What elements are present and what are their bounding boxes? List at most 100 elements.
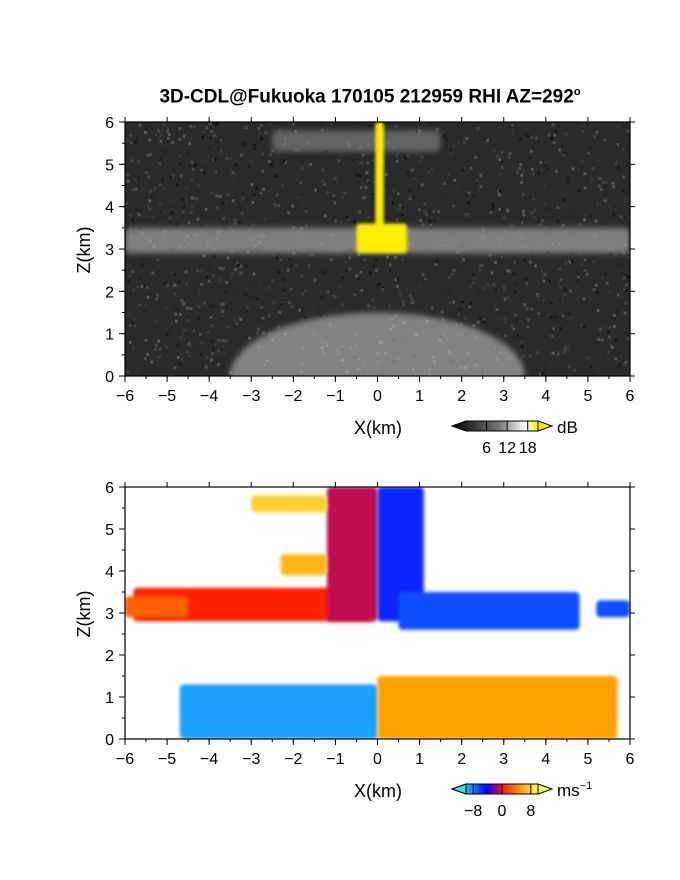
noise-pixel: [300, 274, 304, 278]
noise-pixel: [320, 288, 324, 292]
noise-pixel: [304, 210, 308, 214]
noise-pixel: [252, 143, 256, 147]
noise-pixel: [197, 159, 201, 163]
noise-pixel: [564, 344, 568, 348]
noise-pixel: [395, 218, 399, 222]
noise-pixel: [551, 351, 555, 355]
noise-pixel: [512, 327, 516, 331]
y-tick-label: 5: [105, 157, 114, 174]
noise-pixel: [408, 194, 412, 198]
noise-pixel: [399, 290, 403, 294]
noise-pixel: [616, 143, 620, 147]
noise-pixel: [215, 122, 219, 126]
noise-pixel: [239, 317, 243, 321]
y-tick-label: 3: [105, 242, 114, 259]
x-tick-label: −4: [200, 751, 218, 768]
noise-pixel: [326, 190, 330, 194]
noise-pixel: [519, 181, 523, 185]
noise-pixel: [244, 206, 248, 210]
noise-pixel: [620, 263, 624, 267]
noise-pixel: [611, 181, 615, 185]
noise-pixel: [137, 303, 141, 307]
noise-pixel: [244, 264, 248, 268]
noise-pixel: [130, 159, 134, 163]
noise-pixel: [256, 268, 260, 272]
noise-pixel: [236, 152, 240, 156]
noise-pixel: [561, 297, 565, 301]
noise-pixel: [176, 264, 180, 268]
noise-pixel: [624, 301, 628, 305]
noise-pixel: [176, 343, 180, 347]
noise-pixel: [170, 374, 174, 376]
noise-pixel: [489, 210, 493, 214]
y-tick-label: 4: [105, 564, 114, 581]
noise-pixel: [233, 218, 237, 222]
noise-pixel: [279, 303, 283, 307]
noise-pixel: [137, 204, 141, 208]
noise-pixel: [423, 209, 427, 213]
noise-pixel: [286, 268, 290, 272]
noise-pixel: [599, 327, 603, 331]
noise-pixel: [433, 219, 437, 223]
noise-pixel: [335, 306, 339, 310]
noise-pixel: [136, 176, 140, 180]
noise-pixel: [469, 285, 473, 289]
noise-pixel: [130, 322, 134, 326]
x-tick-label: 0: [373, 751, 382, 768]
noise-pixel: [198, 287, 202, 291]
y-tick-label: 1: [105, 690, 114, 707]
noise-pixel: [598, 177, 602, 181]
noise-pixel: [210, 129, 214, 133]
noise-pixel: [554, 129, 558, 133]
velocity-region: [251, 495, 327, 513]
noise-pixel: [209, 136, 213, 140]
noise-pixel: [549, 364, 553, 368]
noise-pixel: [492, 148, 496, 152]
noise-pixel: [530, 136, 534, 140]
noise-pixel: [143, 357, 147, 361]
noise-pixel: [411, 174, 415, 178]
noise-pixel: [588, 214, 592, 218]
velocity-region: [125, 596, 189, 618]
noise-pixel: [210, 340, 214, 344]
noise-pixel: [238, 206, 242, 210]
noise-pixel: [577, 189, 581, 193]
noise-pixel: [597, 368, 601, 372]
noise-pixel: [199, 341, 203, 345]
noise-pixel: [406, 154, 410, 158]
noise-pixel: [522, 209, 526, 213]
noise-pixel: [195, 312, 199, 316]
noise-pixel: [349, 183, 353, 187]
noise-pixel: [421, 223, 425, 227]
noise-pixel: [326, 290, 330, 294]
noise-pixel: [213, 158, 217, 162]
noise-pixel: [126, 138, 130, 142]
noise-pixel: [198, 332, 202, 336]
noise-pixel: [596, 309, 600, 313]
noise-pixel: [490, 271, 494, 275]
noise-pixel: [333, 294, 337, 298]
noise-pixel: [424, 212, 428, 216]
noise-pixel: [212, 254, 216, 258]
noise-pixel: [603, 194, 607, 198]
noise-pixel: [595, 130, 599, 134]
noise-pixel: [307, 264, 311, 268]
noise-pixel: [614, 339, 618, 343]
noise-pixel: [202, 292, 206, 296]
y-tick-label: 4: [105, 200, 114, 217]
noise-pixel: [164, 345, 168, 349]
noise-pixel: [621, 147, 625, 151]
noise-pixel: [518, 137, 522, 141]
noise-pixel: [526, 134, 530, 138]
noise-pixel: [157, 339, 161, 343]
noise-pixel: [550, 347, 554, 351]
noise-pixel: [193, 208, 197, 212]
noise-pixel: [446, 172, 450, 176]
noise-pixel: [323, 182, 327, 186]
noise-pixel: [619, 367, 623, 371]
noise-pixel: [615, 309, 619, 313]
noise-pixel: [464, 317, 468, 321]
noise-pixel: [623, 362, 627, 366]
x-tick-label: 3: [499, 388, 508, 405]
noise-pixel: [212, 274, 216, 278]
